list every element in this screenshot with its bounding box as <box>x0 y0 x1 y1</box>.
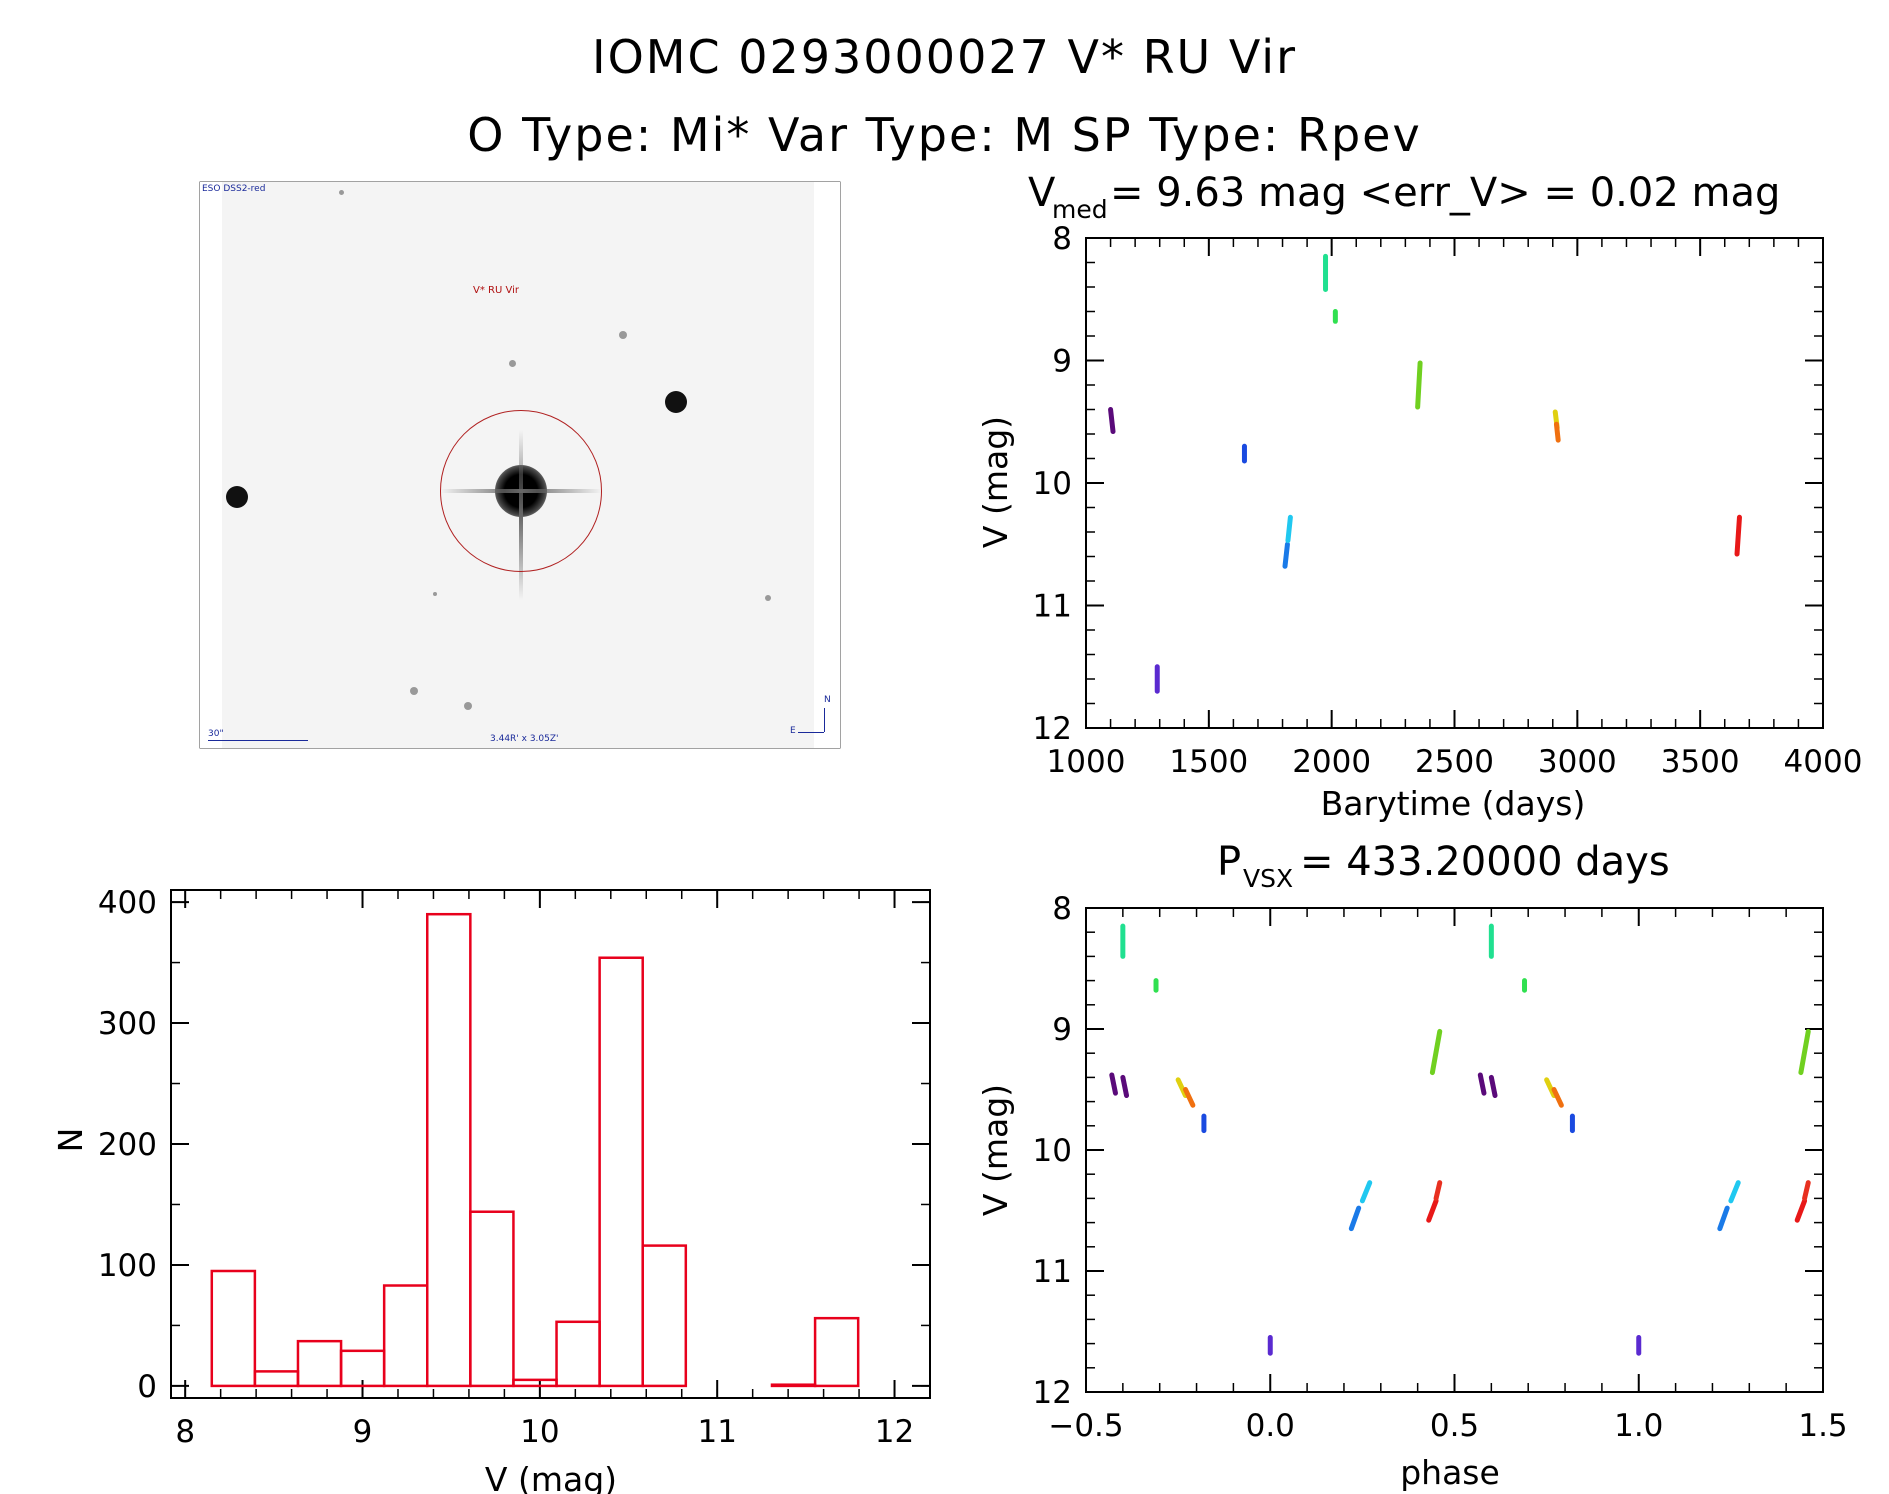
ph-data-point-cluster <box>1488 1074 1498 1099</box>
ph-y-tick-label: 8 <box>1052 891 1072 927</box>
ph-data-point-cluster <box>1429 1028 1443 1076</box>
hist-y-tick-label: 400 <box>98 885 157 921</box>
ph-data-point-cluster <box>1544 1077 1557 1099</box>
hist-bar <box>210 1269 257 1388</box>
lc-data-point-cluster <box>1734 514 1742 557</box>
lc-y-tick-label: 9 <box>1052 344 1072 380</box>
hist-ylabel: N <box>51 1128 90 1153</box>
ph-title-prefix: P <box>1217 839 1241 885</box>
hist-bar <box>813 1316 860 1388</box>
hist-bar <box>598 956 644 1388</box>
hist-bar <box>641 1244 688 1388</box>
lc-data-point-cluster <box>1415 360 1423 410</box>
hist-xlabel: V (mag) <box>485 1460 617 1494</box>
ph-data-point-cluster <box>1477 1072 1487 1096</box>
object-types: O Type: Mi* Var Type: M SP Type: Rpev <box>467 108 1422 162</box>
lc-data-point-cluster <box>1553 421 1561 443</box>
lc-y-tick-label: 11 <box>1033 589 1072 625</box>
ph-y-tick-label: 11 <box>1033 1254 1072 1290</box>
ph-data-point-cluster <box>1433 1180 1443 1201</box>
ph-x-tick-label: 1.5 <box>1798 1408 1847 1444</box>
ph-data-point-cluster <box>1359 1180 1373 1204</box>
target-circle <box>440 410 602 572</box>
survey-label: ESO DSS2-red <box>202 184 266 194</box>
field-star <box>665 391 687 413</box>
lc-x-tick-label: 2000 <box>1292 744 1371 780</box>
target-label: V* RU Vir <box>473 285 519 296</box>
fov-label: 3.44R' x 3.05Z' <box>490 734 559 744</box>
ph-xlabel: phase <box>1400 1453 1500 1492</box>
lc-x-tick-label: 1000 <box>1047 744 1126 780</box>
hist-bar <box>469 1210 515 1388</box>
page-title: IOMC 0293000027 V* RU Vir <box>592 30 1297 84</box>
lc-data-point-cluster <box>1108 407 1116 435</box>
lc-xlabel: Barytime (days) <box>1321 784 1586 823</box>
sky-image: ESO DSS2-red V* RU Vir 30" 3.44R' x 3.05… <box>200 182 840 748</box>
ph-x-tick-label: 1.0 <box>1614 1408 1663 1444</box>
lc-y-tick-label: 12 <box>1033 711 1072 747</box>
lc-x-tick-label: 3000 <box>1538 744 1617 780</box>
compass-east-arrow <box>798 732 824 733</box>
hist-bar <box>426 912 472 1388</box>
compass-north-arrow <box>824 708 825 732</box>
lc-title-sub: med <box>1052 195 1108 224</box>
hist-x-tick-label: 10 <box>520 1414 559 1450</box>
hist-x-tick-label: 8 <box>175 1414 195 1450</box>
scale-bar <box>208 740 308 741</box>
lc-y-tick-label: 8 <box>1052 221 1072 257</box>
ph-x-tick-label: −0.5 <box>1048 1408 1123 1444</box>
ph-data-point-cluster <box>1182 1087 1196 1108</box>
ph-data-point-cluster <box>1798 1028 1811 1076</box>
ph-data-point-cluster <box>1717 1205 1730 1232</box>
lc-data-point-cluster <box>1282 541 1290 569</box>
field-star <box>226 486 248 508</box>
hist-y-tick-label: 300 <box>98 1006 157 1042</box>
lc-title-prefix: V <box>1028 170 1056 216</box>
ph-data-point-cluster <box>1109 1072 1118 1096</box>
lc-x-tick-label: 1500 <box>1169 744 1248 780</box>
north-label: N <box>824 695 831 705</box>
hist-y-tick-label: 200 <box>98 1127 157 1163</box>
ph-x-tick-label: 0.0 <box>1246 1408 1295 1444</box>
ph-data-point-cluster <box>1348 1205 1362 1232</box>
hist-x-tick-label: 12 <box>875 1414 914 1450</box>
lc-ylabel: V (mag) <box>976 416 1015 548</box>
ph-data-point-cluster <box>1175 1077 1188 1099</box>
ph-y-tick-label: 12 <box>1033 1375 1072 1411</box>
ph-y-tick-label: 9 <box>1052 1012 1072 1048</box>
ph-data-point-cluster <box>1426 1198 1439 1223</box>
lc-title-rest: = 9.63 mag <err_V> = 0.02 mag <box>1110 170 1780 216</box>
ph-y-tick-label: 10 <box>1033 1133 1072 1169</box>
scale-label: 30" <box>208 729 224 739</box>
lc-y-tick-label: 10 <box>1033 466 1072 502</box>
hist-x-tick-label: 11 <box>697 1414 736 1450</box>
hist-x-tick-label: 9 <box>353 1414 373 1450</box>
ph-data-point-cluster <box>1794 1198 1808 1223</box>
ph-data-point-cluster <box>1802 1180 1811 1201</box>
ph-data-point-cluster <box>1728 1180 1741 1204</box>
ph-x-tick-label: 0.5 <box>1430 1408 1479 1444</box>
lc-x-tick-label: 4000 <box>1784 744 1863 780</box>
ph-data-point-cluster <box>1120 1074 1130 1099</box>
lc-x-tick-label: 3500 <box>1661 744 1740 780</box>
ph-ylabel: V (mag) <box>976 1084 1015 1216</box>
hist-y-tick-label: 0 <box>137 1369 157 1405</box>
ph-data-point-cluster <box>1551 1087 1564 1108</box>
ph-plot-frame <box>1085 907 1824 1393</box>
lc-data-point-cluster <box>1285 514 1293 544</box>
hist-y-tick-label: 100 <box>98 1248 157 1284</box>
lc-x-tick-label: 2500 <box>1415 744 1494 780</box>
east-label: E <box>790 726 796 736</box>
ph-title-rest: = 433.20000 days <box>1300 839 1670 885</box>
ph-title-sub: VSX <box>1243 864 1293 893</box>
